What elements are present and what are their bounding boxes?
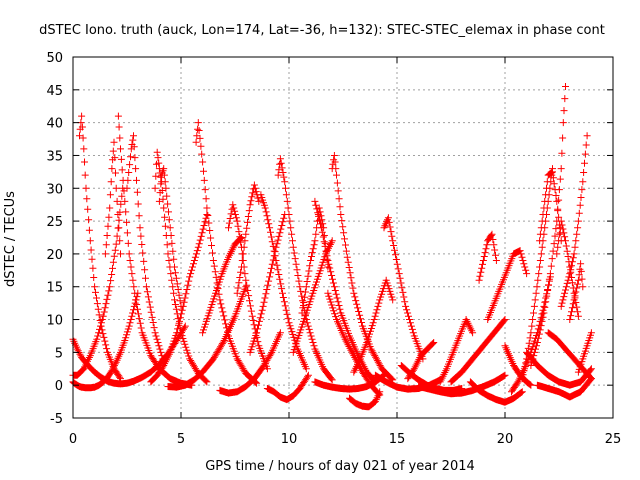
series-23 [311, 197, 379, 386]
series-20 [263, 371, 312, 404]
series-markers [328, 152, 397, 384]
y-tick-label: 35 [46, 149, 63, 164]
y-tick-label: 0 [55, 379, 63, 394]
series-16 [233, 181, 263, 297]
series-7 [123, 132, 168, 366]
series-markers [164, 283, 250, 391]
series-markers [436, 316, 477, 386]
series-markers [155, 165, 185, 310]
series-markers [475, 230, 500, 284]
series-28 [350, 276, 397, 376]
x-tick-label: 5 [177, 432, 185, 447]
series-32 [404, 339, 438, 383]
series-markers [76, 112, 124, 383]
series-35 [447, 316, 509, 386]
series-27 [346, 388, 384, 411]
series-45 [557, 132, 591, 310]
series-15 [216, 329, 284, 397]
series-markers [380, 214, 427, 363]
series-markers [574, 329, 595, 376]
y-axis-label: dSTEC / TECUs [3, 191, 18, 287]
series-24 [328, 152, 397, 384]
series-19 [274, 155, 336, 384]
series-markers [523, 348, 595, 389]
series-5 [101, 138, 124, 258]
series-49 [544, 329, 595, 383]
series-markers [404, 339, 438, 383]
series-markers [192, 119, 261, 387]
y-tick-label: 50 [46, 51, 63, 66]
x-axis-label: GPS time / hours of day 021 of year 2014 [205, 459, 475, 474]
series-markers [447, 316, 509, 386]
axis-ticks: 0 5 10 15 20 25 -5 0 5 10 15 20 25 30 35 40 45 50 [46, 51, 621, 447]
series-markers [566, 260, 587, 323]
series-markers [484, 247, 531, 323]
series-33 [436, 316, 477, 386]
series-11 [192, 119, 261, 387]
data-points [69, 83, 595, 411]
series-markers [123, 132, 168, 366]
series-markers [199, 234, 245, 337]
x-tick-label: 10 [281, 432, 298, 447]
series-markers [350, 276, 397, 376]
y-tick-label: 40 [46, 117, 63, 132]
y-tick-label: 5 [55, 346, 63, 361]
series-markers [346, 388, 384, 411]
series-markers [466, 378, 526, 406]
series-markers [544, 329, 595, 383]
series-50 [574, 329, 595, 376]
series-46 [566, 260, 587, 323]
series-markers [527, 83, 569, 369]
y-tick-label: 30 [46, 182, 63, 197]
x-tick-label: 20 [497, 432, 514, 447]
x-tick-label: 15 [389, 432, 406, 447]
series-42 [527, 83, 569, 369]
series-47 [523, 348, 595, 389]
y-tick-label: 15 [46, 281, 63, 296]
series-markers [216, 329, 284, 397]
series-markers [101, 138, 124, 258]
series-markers [225, 201, 271, 373]
series-markers [263, 371, 312, 404]
series-9 [155, 165, 185, 310]
series-markers [533, 375, 595, 401]
series-38 [484, 247, 531, 323]
series-markers [147, 211, 211, 386]
series-4 [76, 112, 124, 383]
series-37 [475, 230, 500, 284]
y-tick-label: 25 [46, 215, 63, 230]
x-tick-label: 25 [605, 432, 622, 447]
series-48 [533, 375, 595, 401]
series-markers [311, 197, 379, 386]
series-markers [557, 132, 591, 310]
series-markers [274, 155, 336, 384]
series-13 [199, 234, 245, 337]
y-tick-label: 10 [46, 314, 63, 329]
x-tick-label: 0 [69, 432, 77, 447]
series-14 [225, 201, 271, 373]
series-markers [233, 181, 263, 297]
series-12 [164, 283, 250, 391]
chart-title: dSTEC Iono. truth (auck, Lon=174, Lat=-3… [39, 23, 605, 38]
y-tick-label: -5 [50, 412, 63, 427]
series-10 [147, 211, 211, 386]
y-tick-label: 20 [46, 248, 63, 263]
y-tick-label: 45 [46, 84, 63, 99]
plot-frame [72, 56, 614, 419]
series-36 [466, 378, 526, 406]
series-29 [380, 214, 427, 363]
